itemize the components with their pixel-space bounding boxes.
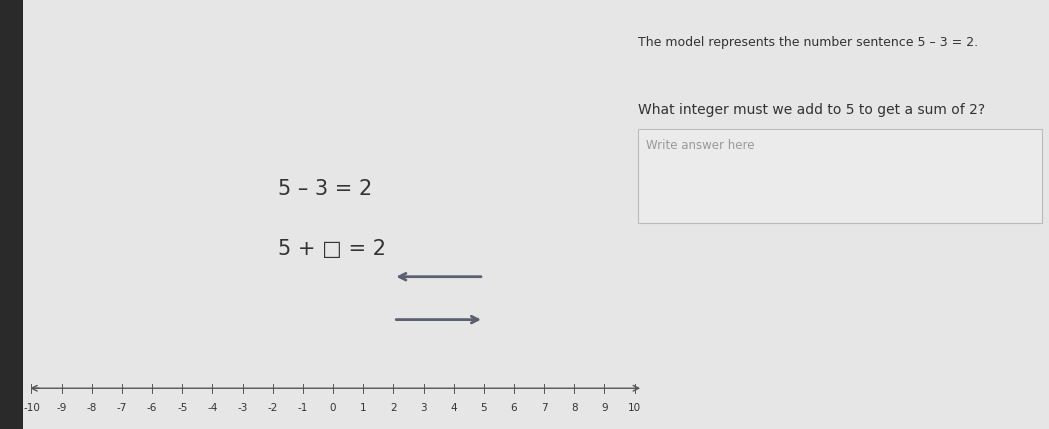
Text: 5 – 3 = 2: 5 – 3 = 2 — [278, 179, 372, 199]
Text: -10: -10 — [23, 403, 40, 413]
Text: 1: 1 — [360, 403, 366, 413]
Text: -5: -5 — [177, 403, 188, 413]
Text: Write answer here: Write answer here — [646, 139, 754, 152]
Text: 5 + □ = 2: 5 + □ = 2 — [278, 239, 386, 259]
Text: 2: 2 — [390, 403, 397, 413]
Text: 10: 10 — [628, 403, 641, 413]
Text: 4: 4 — [450, 403, 457, 413]
Text: 7: 7 — [541, 403, 548, 413]
Text: 9: 9 — [601, 403, 607, 413]
Text: 0: 0 — [329, 403, 337, 413]
Text: -6: -6 — [147, 403, 157, 413]
Bar — [638, 129, 1042, 223]
Text: -7: -7 — [116, 403, 127, 413]
Text: 3: 3 — [421, 403, 427, 413]
Text: -8: -8 — [87, 403, 97, 413]
Text: 6: 6 — [511, 403, 517, 413]
Text: -2: -2 — [267, 403, 278, 413]
Text: The model represents the number sentence 5 – 3 = 2.: The model represents the number sentence… — [638, 36, 978, 49]
Text: 8: 8 — [571, 403, 578, 413]
Text: -9: -9 — [57, 403, 67, 413]
Text: -4: -4 — [208, 403, 217, 413]
Text: -3: -3 — [237, 403, 248, 413]
Text: 5: 5 — [480, 403, 487, 413]
Text: -1: -1 — [298, 403, 308, 413]
Text: What integer must we add to 5 to get a sum of 2?: What integer must we add to 5 to get a s… — [638, 103, 985, 117]
